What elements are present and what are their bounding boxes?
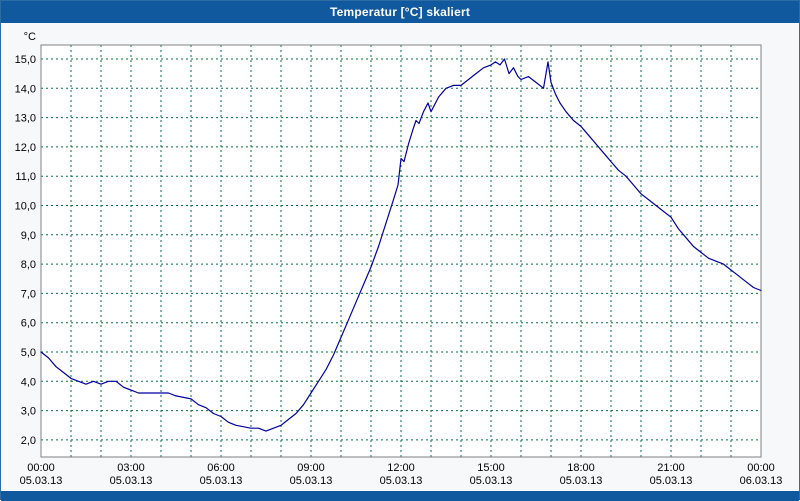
svg-text:09:00: 09:00 (297, 462, 325, 474)
svg-text:10,0: 10,0 (15, 201, 36, 213)
svg-text:3,0: 3,0 (21, 406, 36, 418)
svg-text:06:00: 06:00 (207, 462, 235, 474)
svg-text:05.03.13: 05.03.13 (470, 475, 513, 487)
svg-text:15:00: 15:00 (477, 462, 505, 474)
svg-text:8,0: 8,0 (21, 259, 36, 271)
svg-text:12:00: 12:00 (387, 462, 415, 474)
svg-text:7,0: 7,0 (21, 288, 36, 300)
svg-text:21:00: 21:00 (657, 462, 685, 474)
svg-text:9,0: 9,0 (21, 230, 36, 242)
chart-title: Temperatur [°C] skaliert (329, 5, 471, 19)
bottom-bar (1, 491, 799, 501)
svg-text:4,0: 4,0 (21, 376, 36, 388)
svg-text:05.03.13: 05.03.13 (560, 475, 603, 487)
svg-text:14,0: 14,0 (15, 83, 36, 95)
svg-text:°C: °C (24, 31, 36, 43)
svg-text:6,0: 6,0 (21, 318, 36, 330)
svg-text:05.03.13: 05.03.13 (20, 475, 63, 487)
temperature-chart: °C 15,0 14,0 13,0 12,0 11,0 10,0 9,0 8,0 7,0 6,0 5,… (15, 31, 783, 487)
svg-text:05.03.13: 05.03.13 (110, 475, 153, 487)
svg-text:06.03.13: 06.03.13 (740, 475, 783, 487)
svg-text:00:00: 00:00 (27, 462, 55, 474)
svg-text:5,0: 5,0 (21, 347, 36, 359)
chart-area: °C 15,0 14,0 13,0 12,0 11,0 10,0 9,0 8,0 7,0 6,0 5,… (1, 23, 799, 491)
svg-text:05.03.13: 05.03.13 (380, 475, 423, 487)
svg-text:18:00: 18:00 (567, 462, 595, 474)
svg-text:05.03.13: 05.03.13 (650, 475, 693, 487)
svg-text:13,0: 13,0 (15, 113, 36, 125)
svg-text:15,0: 15,0 (15, 54, 36, 66)
window-titlebar: Temperatur [°C] skaliert (1, 1, 799, 23)
svg-text:12,0: 12,0 (15, 142, 36, 154)
svg-text:00:00: 00:00 (747, 462, 775, 474)
svg-text:03:00: 03:00 (117, 462, 145, 474)
svg-text:2,0: 2,0 (21, 435, 36, 447)
svg-text:05.03.13: 05.03.13 (200, 475, 243, 487)
svg-text:05.03.13: 05.03.13 (290, 475, 333, 487)
svg-text:11,0: 11,0 (15, 171, 36, 183)
